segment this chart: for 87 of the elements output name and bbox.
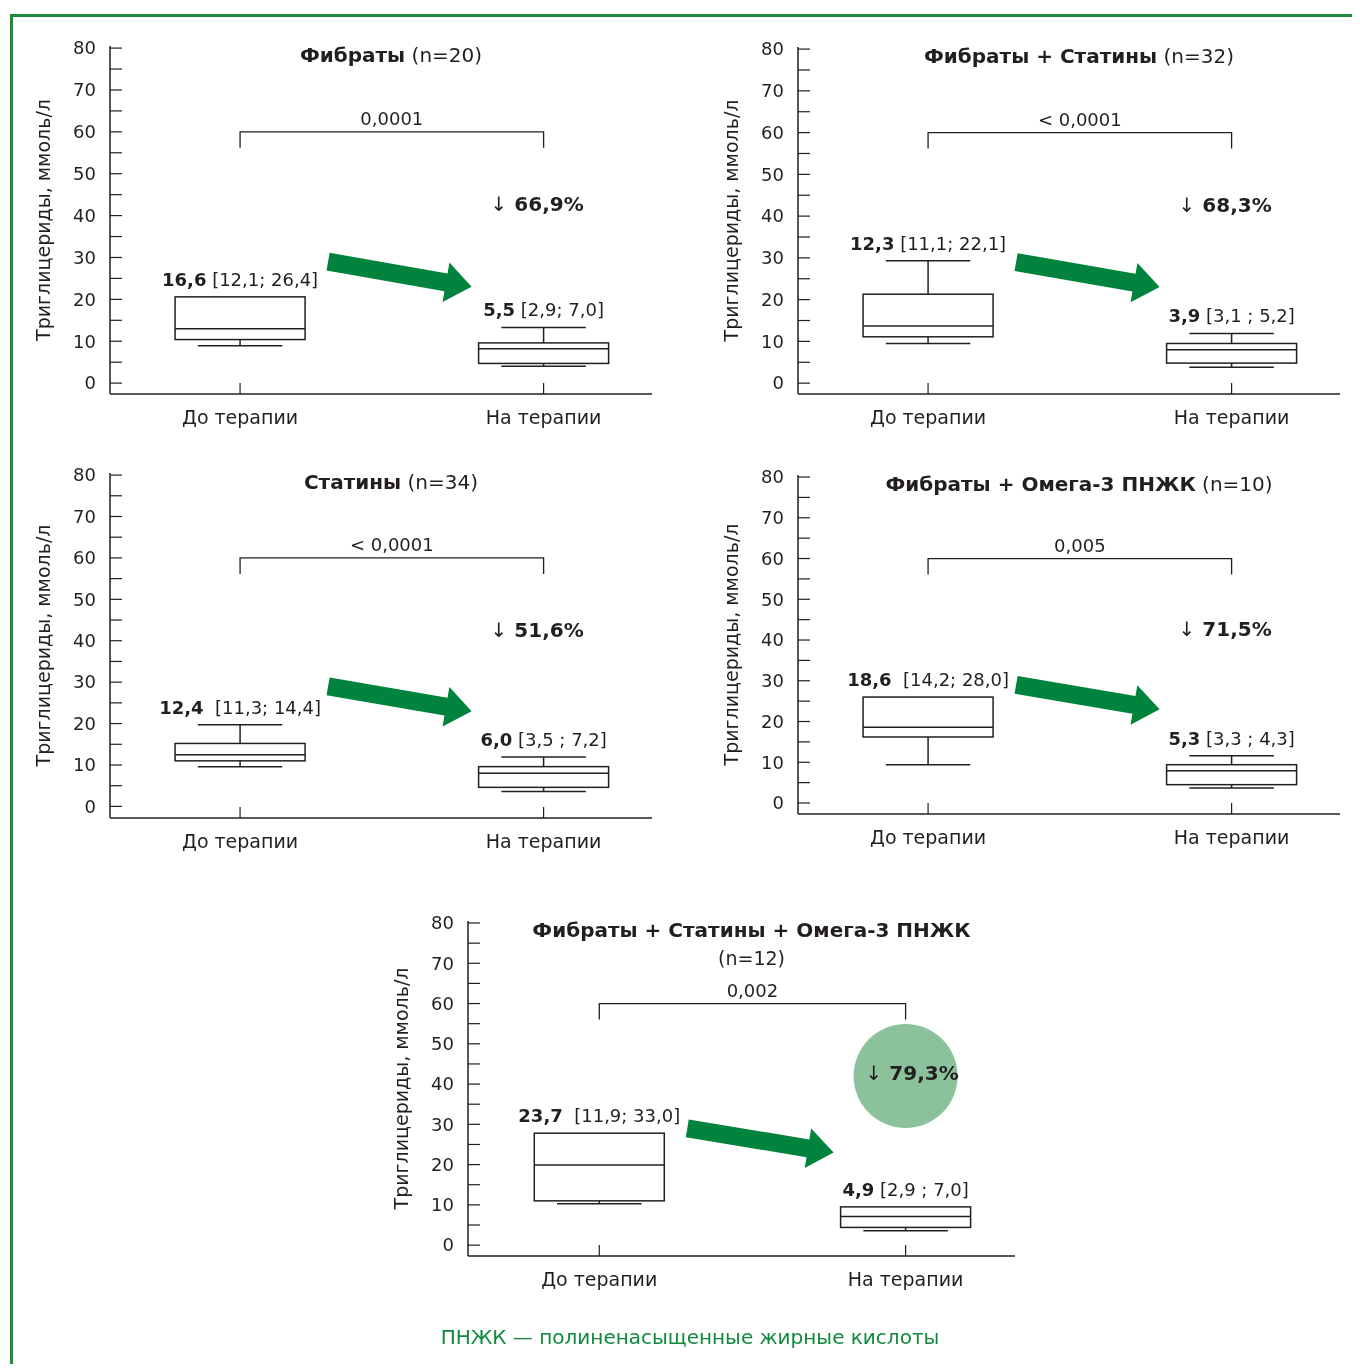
x-tick-label: На терапии	[1173, 826, 1290, 848]
y-tick-label: 20	[761, 710, 784, 732]
y-axis-title: Триглицериды, ммоль/л	[720, 99, 742, 343]
text: ПНЖК — полиненасыщенные жирные кислоты	[440, 1325, 940, 1349]
annotation: < 0,0001	[1037, 108, 1122, 130]
y-tick-label: 70	[73, 505, 96, 527]
y-tick-label: 80	[761, 38, 784, 60]
y-tick-label: 80	[73, 37, 96, 59]
x-tick-label: На терапии	[485, 830, 602, 852]
x-tick-label: На терапии	[485, 406, 602, 428]
annotation: 5,3 [3,3 ; 4,3]	[1168, 727, 1295, 749]
y-tick-label: 30	[431, 1113, 454, 1135]
y-tick-label: 10	[761, 751, 784, 773]
y-tick-label: 10	[73, 754, 96, 776]
y-axis-title: Триглицериды, ммоль/л	[390, 967, 412, 1211]
annotation: 23,7 [11,9; 33,0]	[518, 1105, 681, 1127]
annotation: 6,0 [3,5 ; 7,2]	[480, 729, 607, 751]
y-tick-label: 0	[772, 372, 784, 394]
y-tick-label: 60	[761, 121, 784, 143]
x-tick-label: До терапии	[870, 826, 987, 848]
chart-title: Фибраты + Омега-3 ПНЖК (n=10)	[885, 472, 1273, 496]
annotation: < 0,0001	[349, 533, 434, 555]
annotation: ↓ 71,5%	[1178, 616, 1272, 641]
y-tick-label: 60	[73, 121, 96, 143]
chart-title: Статины (n=34)	[303, 470, 479, 494]
y-tick-label: 50	[431, 1033, 454, 1055]
y-tick-label: 80	[73, 464, 96, 486]
annotation: 0,005	[1054, 534, 1106, 556]
y-tick-label: 20	[73, 288, 96, 310]
annotation: 16,6 [12,1; 26,4]	[162, 268, 319, 290]
y-tick-label: 10	[73, 330, 96, 352]
y-tick-label: 0	[84, 795, 96, 817]
y-tick-label: 0	[442, 1234, 454, 1256]
y-tick-label: 30	[73, 246, 96, 268]
x-tick-label: До терапии	[182, 406, 299, 428]
chart-title: Фибраты + Статины (n=32)	[923, 44, 1235, 68]
annotation: ↓ 66,9%	[490, 192, 584, 217]
y-tick-label: 40	[73, 630, 96, 652]
y-tick-label: 20	[73, 712, 96, 734]
annotation: ↓ 68,3%	[1178, 192, 1272, 217]
y-tick-label: 20	[431, 1153, 454, 1175]
annotation: ↓ 79,3%	[865, 1061, 959, 1086]
chart-title: Фибраты (n=20)	[299, 43, 483, 67]
x-tick-label: До терапии	[182, 830, 299, 852]
y-axis-title: Триглицериды, ммоль/л	[32, 524, 54, 768]
annotation: 18,6 [14,2; 28,0]	[847, 669, 1010, 691]
y-tick-label: 80	[761, 466, 784, 488]
annotation: 5,5 [2,9; 7,0]	[483, 299, 604, 321]
y-tick-label: 70	[73, 79, 96, 101]
annotation: 3,9 [3,1 ; 5,2]	[1168, 305, 1295, 327]
y-tick-label: 20	[761, 288, 784, 310]
y-tick-label: 70	[761, 507, 784, 529]
annotation: 0,0001	[360, 107, 424, 129]
y-tick-label: 30	[73, 671, 96, 693]
y-tick-label: 40	[431, 1073, 454, 1095]
x-tick-label: На терапии	[847, 1268, 964, 1290]
y-axis-title: Триглицериды, ммоль/л	[720, 523, 742, 767]
y-tick-label: 70	[761, 80, 784, 102]
y-axis-title: Триглицериды, ммоль/л	[32, 99, 54, 342]
y-tick-label: 50	[761, 163, 784, 185]
y-tick-label: 50	[761, 588, 784, 610]
y-tick-label: 50	[73, 588, 96, 610]
y-tick-label: 60	[73, 547, 96, 569]
annotation: 4,9 [2,9 ; 7,0]	[842, 1178, 969, 1200]
y-tick-label: 70	[431, 952, 454, 974]
chart-title: Фибраты + Статины + Омега-3 ПНЖК	[532, 918, 972, 942]
x-tick-label: До терапии	[870, 406, 987, 428]
y-tick-label: 0	[84, 372, 96, 394]
y-tick-label: 40	[761, 205, 784, 227]
text: (n=12)	[718, 947, 785, 969]
annotation: 0,002	[726, 979, 779, 1001]
y-tick-label: 0	[772, 792, 784, 814]
annotation: 12,4 [11,3; 14,4]	[159, 696, 322, 718]
y-tick-label: 40	[761, 629, 784, 651]
x-tick-label: На терапии	[1173, 406, 1290, 428]
y-tick-label: 30	[761, 670, 784, 692]
y-tick-label: 50	[73, 163, 96, 185]
annotation: ↓ 51,6%	[490, 617, 584, 642]
y-tick-label: 40	[73, 204, 96, 226]
y-tick-label: 10	[761, 330, 784, 352]
y-tick-label: 60	[761, 547, 784, 569]
y-tick-label: 10	[431, 1194, 454, 1216]
annotation: 12,3 [11,1; 22,1]	[850, 232, 1007, 254]
y-tick-label: 60	[431, 992, 454, 1014]
y-tick-label: 30	[761, 247, 784, 269]
x-tick-label: До терапии	[541, 1268, 658, 1290]
y-tick-label: 80	[431, 912, 454, 934]
